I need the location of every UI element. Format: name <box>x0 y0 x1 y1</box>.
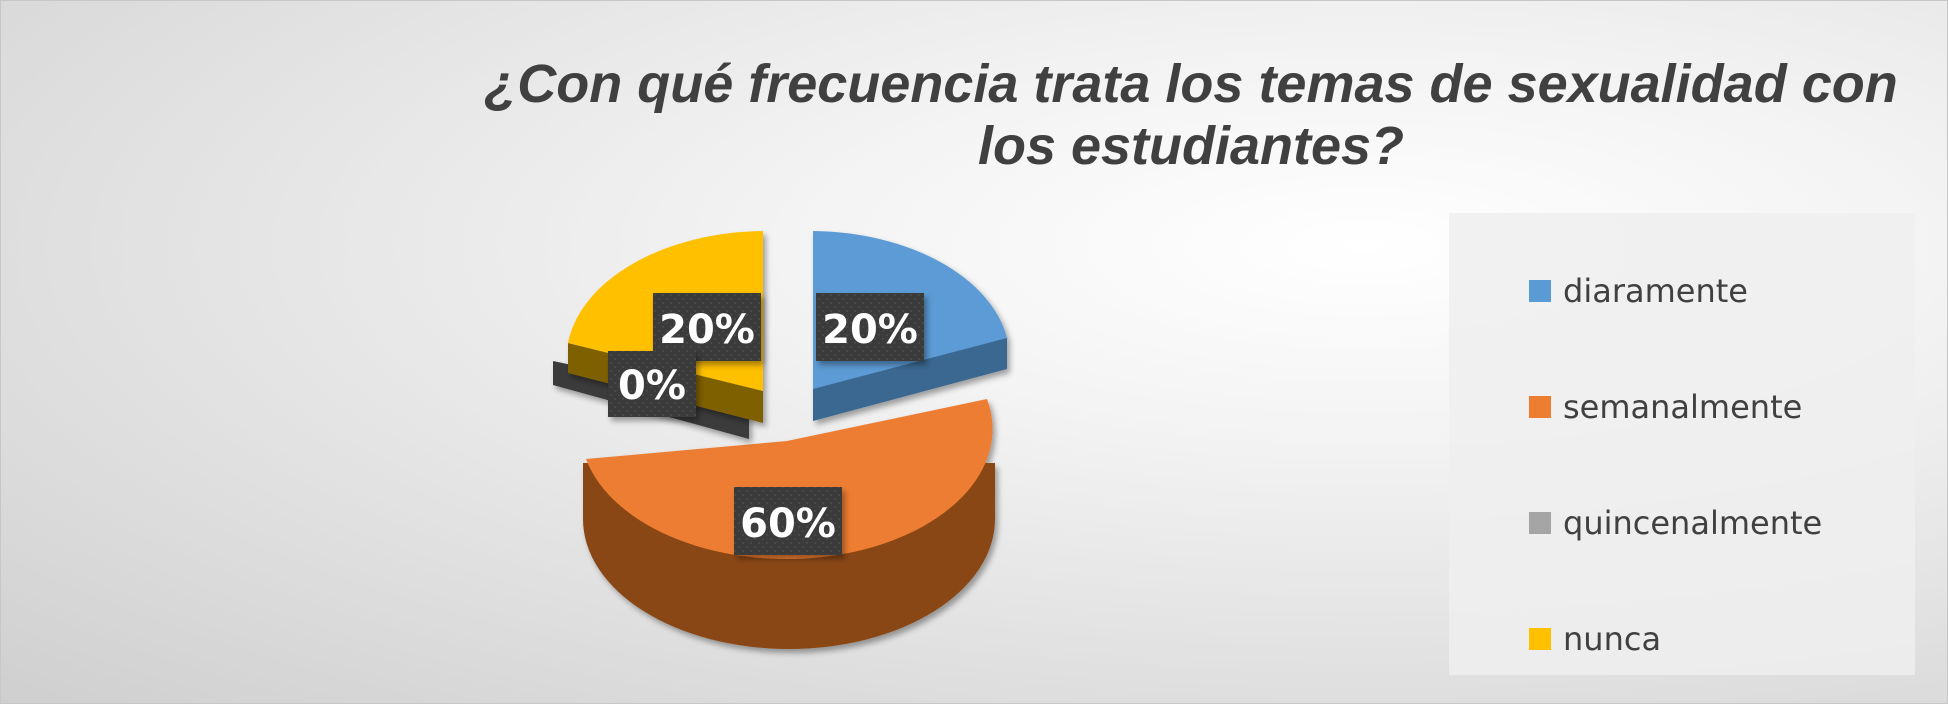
legend-swatch-quincenalmente <box>1529 512 1551 534</box>
pie-slice-semanalmente <box>583 399 995 649</box>
legend: diaramente semanalmente quincenalmente n… <box>1449 213 1915 675</box>
legend-label-nunca: nunca <box>1563 620 1662 658</box>
legend-item-semanalmente: semanalmente <box>1529 387 1802 427</box>
legend-swatch-diaramente <box>1529 280 1551 302</box>
data-label-quincenalmente: 0% <box>608 351 696 417</box>
legend-item-nunca: nunca <box>1529 619 1661 659</box>
data-label-diaramente-text: 20% <box>822 307 918 353</box>
data-label-semanalmente-text: 60% <box>740 501 836 547</box>
data-label-diaramente: 20% <box>816 293 924 361</box>
chart-title: ¿Con qué frecuencia trata los temas de s… <box>484 54 1898 176</box>
legend-swatch-nunca <box>1529 628 1551 650</box>
data-label-quincenalmente-text: 0% <box>618 363 686 409</box>
legend-item-quincenalmente: quincenalmente <box>1529 503 1822 543</box>
data-label-nunca-text: 20% <box>659 307 755 353</box>
legend-swatch-semanalmente <box>1529 396 1551 418</box>
legend-label-diaramente: diaramente <box>1563 272 1748 310</box>
legend-label-quincenalmente: quincenalmente <box>1563 504 1823 542</box>
data-label-nunca: 20% <box>653 293 761 361</box>
legend-item-diaramente: diaramente <box>1529 271 1748 311</box>
data-label-semanalmente: 60% <box>734 487 842 555</box>
legend-label-semanalmente: semanalmente <box>1563 388 1803 426</box>
